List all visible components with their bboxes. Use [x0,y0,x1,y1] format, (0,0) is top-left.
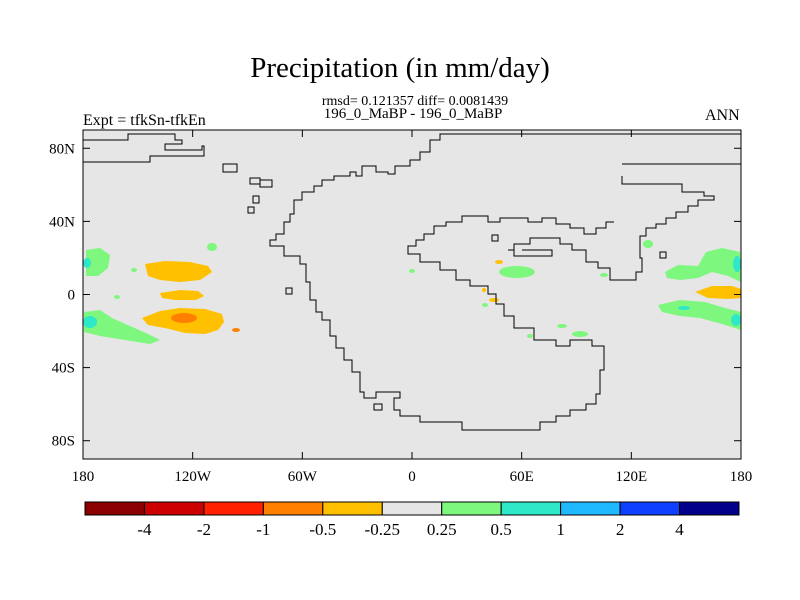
east-cyan-north-spot [733,256,741,272]
x-tick-label: 60W [288,469,318,485]
island-i [373,403,383,411]
colorbar-swatch [84,501,145,516]
x-tick-label: 120W [174,469,212,485]
colorbar-label: 0.5 [491,520,512,539]
west-green-south-field [84,310,160,344]
north-coast-east [405,133,741,167]
mid-green-field [499,266,535,278]
mid-green-dot-d [527,334,533,338]
colorbar-label: 1 [556,520,565,539]
colorbar-label: 0.25 [427,520,457,539]
north-coast-west [83,133,205,163]
chart-stats: rmsd= 0.121357 diff= 0.0081439 [321,94,509,109]
island-e [247,206,255,214]
colorbar-swatch [679,501,740,516]
wpac-south-red-core [171,313,197,323]
colorbar-label: 2 [616,520,625,539]
island-a [222,163,238,173]
west-cyan-north-spot [83,258,91,268]
west-green-dot-c [114,295,120,299]
chart-subtitle: 196_0_MaBP - 196_0_MaBP [323,106,503,122]
east-green-dot [643,240,653,248]
colorbar-swatch [381,501,443,516]
east-orange-field [695,286,741,299]
west-green-north-field [86,248,110,276]
pangaea-outline [269,165,614,431]
west-cyan-south-spot [83,316,97,328]
coastlines [83,133,741,431]
east-cyan-south-spot-b [731,314,741,326]
mid-green-dot-c [482,303,488,307]
colorbar-swatch [203,501,264,516]
west-green-dot-b [207,243,217,251]
wpac-equator-orange-field [160,290,204,300]
y-tick-label: 80N [49,141,75,157]
mid-green-dot-a [409,269,415,273]
x-tick-label: 180 [72,469,95,485]
colorbar-swatch [560,501,621,516]
wpac-orange-dot [232,328,240,332]
y-tick-label: 40S [52,361,75,377]
wpac-north-orange-field [145,261,212,282]
colorbar-swatch [619,501,681,516]
colorbar-swatch [500,501,562,516]
colorbar-swatch [143,501,205,516]
mid-orange-dot-c [489,298,499,302]
island-f [285,287,293,295]
mid-orange-dot-b [482,288,486,292]
colorbar: -4 -2 -1 -0.5 -0.25 0.25 0.5 1 2 4 [84,501,740,539]
island-c [259,179,273,188]
x-tick-label: 60E [510,469,534,485]
colorbar-label: 4 [675,520,684,539]
colorbar-label: -0.5 [309,520,336,539]
east-green-north-field [665,248,741,282]
colorbar-swatch [322,501,383,516]
experiment-label: Expt = tfkSn-tfkEn [83,112,206,129]
island-g [491,234,499,242]
mid-green-dot-b [600,273,608,277]
colorbar-label: -4 [137,520,152,539]
y-tick-label: 40N [49,214,75,230]
season-label: ANN [705,107,740,124]
colorbar-label: -1 [256,520,270,539]
colorbar-label: -0.25 [365,520,400,539]
inner-gulf [513,249,553,257]
island-d [252,195,260,204]
y-tick-label: 80S [52,434,75,450]
y-tick-label: 0 [68,288,76,304]
x-tick-label: 180 [730,469,753,485]
x-tick-label: 120E [615,469,647,485]
chart-title: Precipitation (in mm/day) [250,52,550,84]
colorbar-label: -2 [197,520,211,539]
east-cyan-south-spot-a [678,306,690,310]
mid-orange-dot-a [495,260,503,264]
mid-green-dot-e [557,324,567,328]
west-green-dot-a [131,268,137,272]
anomaly-fields [83,240,741,344]
island-h [659,251,667,259]
east-continent-arm [508,176,715,281]
axes: 180 120W 60W 0 60E 120E 180 80N 40N 0 40S 80S [49,130,752,485]
colorbar-swatch [441,501,502,516]
colorbar-swatch [262,501,324,516]
mid-green-dot-f [572,331,588,337]
x-tick-label: 0 [408,469,416,485]
